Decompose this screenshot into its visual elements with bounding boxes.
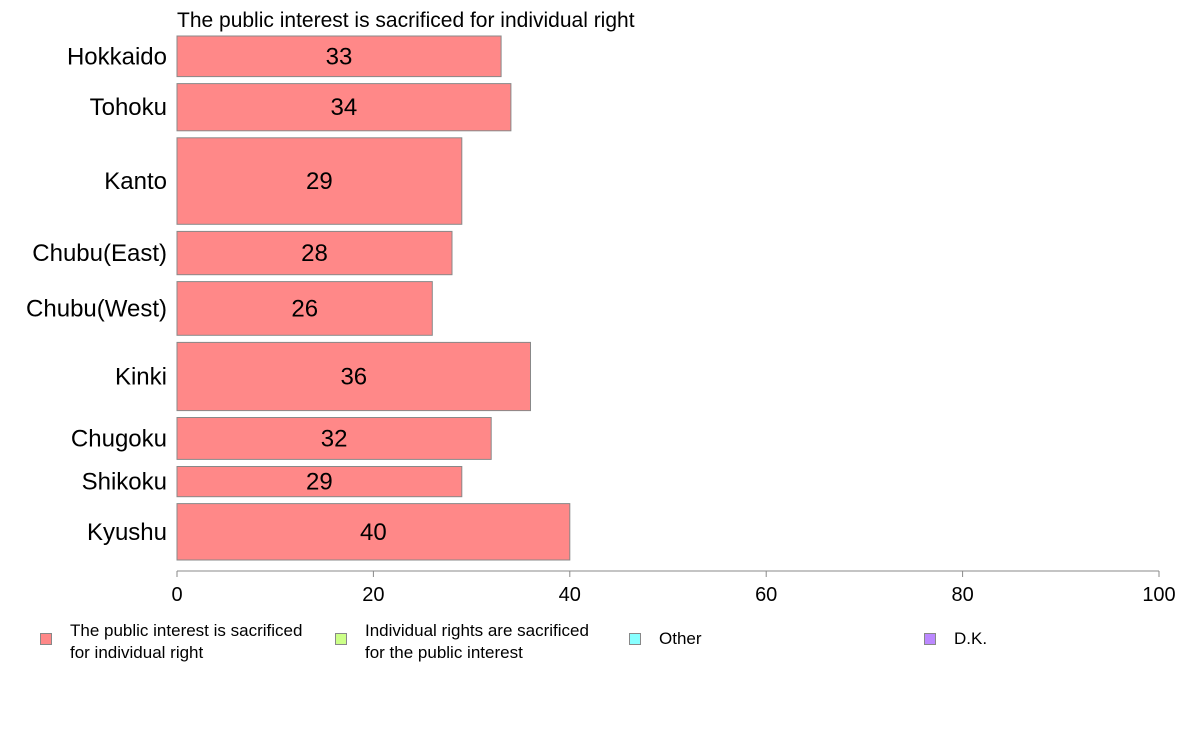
- value-label-tohoku: 34: [331, 94, 358, 121]
- value-label-shikoku: 29: [306, 469, 333, 496]
- legend-label: D.K.: [954, 629, 988, 648]
- legend-swatch: [629, 633, 641, 645]
- bar-hokkaido: [176, 35, 502, 78]
- bar-chubu-east: [176, 230, 453, 276]
- category-label-chugoku: Chugoku: [71, 426, 167, 453]
- value-label-hokkaido: 33: [326, 43, 353, 70]
- value-label-chubu-west: 26: [291, 296, 318, 323]
- bar-shikoku: [176, 466, 463, 498]
- category-label-tohoku: Tohoku: [90, 94, 167, 121]
- value-label-kinki: 36: [340, 363, 367, 390]
- category-label-chubu-west: Chubu(West): [26, 296, 167, 323]
- value-label-chubu-east: 28: [301, 240, 328, 267]
- legend-swatch: [335, 633, 347, 645]
- legend: The public interest is sacrificed for in…: [0, 614, 1188, 674]
- x-tick-label-20: 20: [362, 584, 384, 606]
- bar-chubu-west: [176, 281, 433, 336]
- legend-swatch: [924, 633, 936, 645]
- category-label-kinki: Kinki: [115, 363, 167, 390]
- value-label-chugoku: 32: [321, 426, 348, 453]
- category-label-chubu-east: Chubu(East): [32, 240, 167, 267]
- legend-label: Individual rights are sacrificed for the…: [365, 621, 589, 662]
- value-label-kyushu: 40: [360, 519, 387, 546]
- x-tick-label-0: 0: [171, 584, 182, 606]
- category-label-shikoku: Shikoku: [82, 469, 167, 496]
- chart-title: The public interest is sacrificed for in…: [177, 9, 635, 32]
- bar-kinki: [176, 341, 531, 412]
- x-axis: 0 20 40 60 80 100: [171, 570, 1176, 606]
- x-tick-label-60: 60: [755, 584, 777, 606]
- value-label-kanto: 29: [306, 168, 333, 195]
- bar-kyushu: [176, 503, 571, 561]
- legend-swatch: [40, 633, 52, 645]
- value-labels: 33 34 29 28 26 36 32 29 40: [291, 43, 387, 546]
- category-label-kyushu: Kyushu: [87, 519, 167, 546]
- x-tick-label-80: 80: [951, 584, 973, 606]
- category-label-hokkaido: Hokkaido: [67, 43, 167, 70]
- legend-label: Other: [659, 629, 702, 648]
- legend-label: The public interest is sacrificed for in…: [70, 621, 303, 662]
- bar-chart: The public interest is sacrificed for in…: [26, 9, 1176, 606]
- bar-kanto: [176, 137, 463, 225]
- bar-chugoku: [176, 417, 492, 460]
- x-tick-label-40: 40: [559, 584, 581, 606]
- bar-tohoku: [176, 83, 512, 132]
- bars-group: [176, 35, 571, 561]
- category-label-kanto: Kanto: [104, 168, 167, 195]
- x-tick-label-100: 100: [1142, 584, 1175, 606]
- category-labels: Hokkaido Tohoku Kanto Chubu(East) Chubu(West…: [26, 43, 167, 546]
